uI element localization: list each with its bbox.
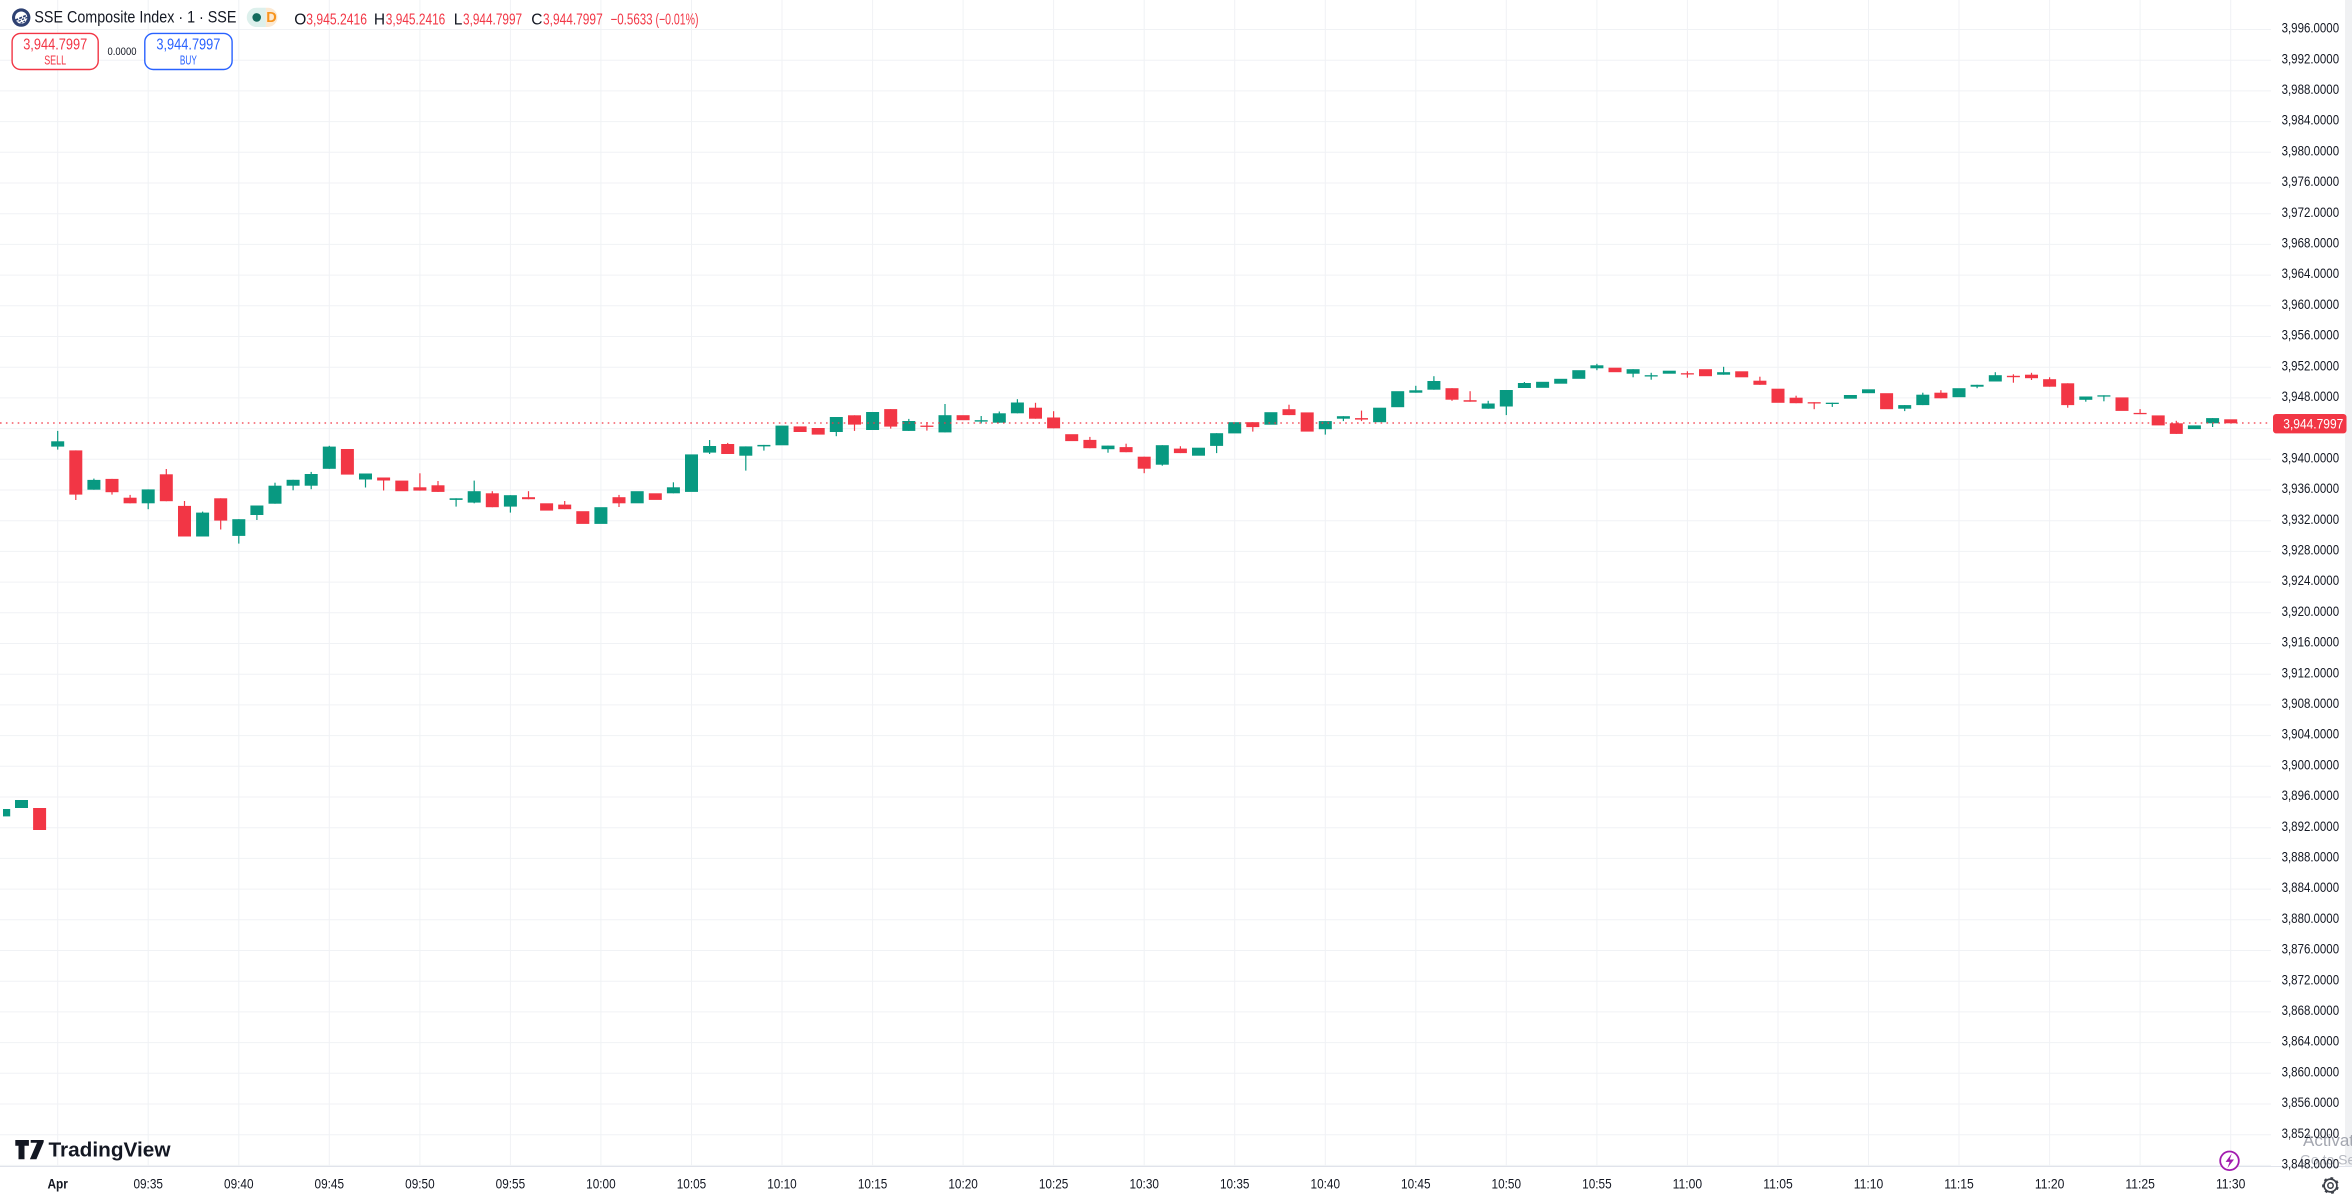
svg-text:3,984.0000: 3,984.0000	[2282, 112, 2340, 128]
svg-text:11:00: 11:00	[1673, 1176, 1703, 1192]
svg-text:09:55: 09:55	[496, 1176, 526, 1192]
svg-text:−0.5633: −0.5633	[611, 12, 653, 29]
svg-text:Go to Settings to activate Win: Go to Settings to activate Windows.	[2300, 1152, 2352, 1168]
svg-text:3,956.0000: 3,956.0000	[2282, 327, 2340, 343]
svg-text:11:20: 11:20	[2035, 1176, 2065, 1192]
svg-text:3,888.0000: 3,888.0000	[2282, 849, 2340, 865]
svg-text:3,940.0000: 3,940.0000	[2282, 449, 2340, 465]
svg-text:3,988.0000: 3,988.0000	[2282, 81, 2340, 97]
svg-text:3,972.0000: 3,972.0000	[2282, 204, 2340, 220]
svg-text:3,992.0000: 3,992.0000	[2282, 50, 2340, 66]
svg-text:10:05: 10:05	[677, 1176, 707, 1192]
svg-text:TradingView: TradingView	[49, 1140, 171, 1162]
svg-text:3,908.0000: 3,908.0000	[2282, 695, 2340, 711]
svg-text:3,916.0000: 3,916.0000	[2282, 634, 2340, 650]
svg-text:3,936.0000: 3,936.0000	[2282, 480, 2340, 496]
svg-text:11:25: 11:25	[2125, 1176, 2155, 1192]
svg-text:3,912.0000: 3,912.0000	[2282, 664, 2340, 680]
svg-text:SELL: SELL	[44, 53, 66, 67]
svg-text:3,852.0000: 3,852.0000	[2282, 1125, 2340, 1141]
svg-text:3,960.0000: 3,960.0000	[2282, 296, 2340, 312]
svg-text:3,880.0000: 3,880.0000	[2282, 910, 2340, 926]
svg-text:3,876.0000: 3,876.0000	[2282, 941, 2340, 957]
svg-text:11:15: 11:15	[1944, 1176, 1974, 1192]
svg-text:09:40: 09:40	[224, 1176, 254, 1192]
svg-text:3,948.0000: 3,948.0000	[2282, 388, 2340, 404]
svg-text:3,944.7997: 3,944.7997	[2283, 416, 2343, 432]
svg-text:10:40: 10:40	[1311, 1176, 1341, 1192]
svg-text:11:10: 11:10	[1854, 1176, 1884, 1192]
svg-text:H: H	[374, 12, 385, 29]
svg-text:3,932.0000: 3,932.0000	[2282, 511, 2340, 527]
svg-text:3,892.0000: 3,892.0000	[2282, 818, 2340, 834]
svg-text:3,884.0000: 3,884.0000	[2282, 879, 2340, 895]
svg-text:3,872.0000: 3,872.0000	[2282, 971, 2340, 987]
svg-text:O: O	[294, 12, 306, 29]
svg-text:09:50: 09:50	[405, 1176, 435, 1192]
svg-text:3,848.0000: 3,848.0000	[2282, 1156, 2340, 1172]
svg-text:3,856.0000: 3,856.0000	[2282, 1094, 2340, 1110]
svg-text:10:25: 10:25	[1039, 1176, 1069, 1192]
svg-text:10:10: 10:10	[767, 1176, 797, 1192]
svg-text:3,944.7997: 3,944.7997	[23, 37, 87, 54]
svg-text:Activate Windows: Activate Windows	[2303, 1131, 2352, 1150]
svg-text:10:30: 10:30	[1129, 1176, 1159, 1192]
svg-text:09:45: 09:45	[315, 1176, 345, 1192]
svg-text:3,944.7997: 3,944.7997	[463, 12, 522, 29]
svg-text:3,928.0000: 3,928.0000	[2282, 542, 2340, 558]
svg-text:10:00: 10:00	[586, 1176, 616, 1192]
svg-text:3,864.0000: 3,864.0000	[2282, 1033, 2340, 1049]
svg-text:SSE Composite Index · 1 · SSE: SSE Composite Index · 1 · SSE	[34, 7, 236, 26]
svg-text:3,996.0000: 3,996.0000	[2282, 20, 2340, 36]
svg-text:3,976.0000: 3,976.0000	[2282, 173, 2340, 189]
svg-text:L: L	[454, 12, 463, 29]
svg-text:3,920.0000: 3,920.0000	[2282, 603, 2340, 619]
svg-text:10:45: 10:45	[1401, 1176, 1431, 1192]
svg-text:0.0000: 0.0000	[108, 46, 137, 58]
svg-text:10:15: 10:15	[858, 1176, 888, 1192]
svg-text:Apr: Apr	[47, 1176, 68, 1192]
svg-text:D: D	[266, 10, 276, 26]
svg-text:(−0.01%): (−0.01%)	[656, 12, 699, 29]
svg-text:3,896.0000: 3,896.0000	[2282, 787, 2340, 803]
svg-text:10:55: 10:55	[1582, 1176, 1612, 1192]
svg-text:BUY: BUY	[180, 53, 197, 67]
svg-text:C: C	[531, 12, 542, 29]
svg-text:3,944.7997: 3,944.7997	[543, 12, 603, 29]
svg-text:3,968.0000: 3,968.0000	[2282, 235, 2340, 251]
svg-text:3,868.0000: 3,868.0000	[2282, 1002, 2340, 1018]
svg-text:10:50: 10:50	[1492, 1176, 1522, 1192]
svg-text:3,860.0000: 3,860.0000	[2282, 1063, 2340, 1079]
svg-text:3,964.0000: 3,964.0000	[2282, 265, 2340, 281]
svg-text:09:35: 09:35	[133, 1176, 163, 1192]
svg-text:3,900.0000: 3,900.0000	[2282, 756, 2340, 772]
svg-text:3,945.2416: 3,945.2416	[306, 12, 367, 29]
svg-text:11:05: 11:05	[1763, 1176, 1793, 1192]
svg-text:3,980.0000: 3,980.0000	[2282, 142, 2340, 158]
svg-text:3,944.7997: 3,944.7997	[156, 37, 220, 54]
svg-text:3,945.2416: 3,945.2416	[386, 12, 446, 29]
svg-text:3,904.0000: 3,904.0000	[2282, 726, 2340, 742]
svg-text:11:30: 11:30	[2216, 1176, 2246, 1192]
svg-text:3,924.0000: 3,924.0000	[2282, 572, 2340, 588]
svg-text:3,952.0000: 3,952.0000	[2282, 357, 2340, 373]
svg-text:10:35: 10:35	[1220, 1176, 1250, 1192]
svg-text:10:20: 10:20	[948, 1176, 978, 1192]
